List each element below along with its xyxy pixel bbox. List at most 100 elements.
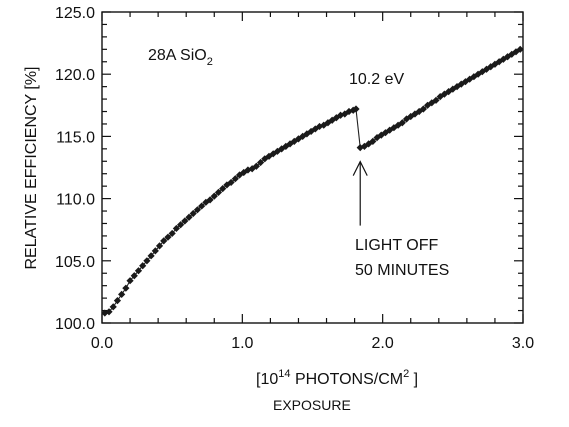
plot-frame — [101, 11, 524, 324]
x-tick-label: 0.0 — [91, 335, 113, 352]
data-point — [214, 188, 223, 196]
y-tick-label: 115.0 — [56, 129, 95, 146]
x-axis-label-suffix: ] — [409, 371, 418, 388]
data-point — [227, 178, 235, 187]
data-point — [432, 96, 440, 104]
data-point — [155, 242, 164, 250]
data-point — [109, 303, 117, 311]
data-point — [172, 224, 180, 233]
data-point — [181, 217, 189, 225]
y-tick-label: 100.0 — [55, 316, 95, 333]
data-point — [290, 137, 298, 145]
data-point — [365, 140, 373, 148]
data-point — [352, 105, 360, 113]
data-point — [256, 158, 265, 167]
y-tick-label: 125.0 — [55, 5, 95, 22]
data-point — [101, 309, 109, 317]
data-point — [503, 53, 512, 61]
data-point — [168, 229, 176, 238]
data-point — [130, 272, 138, 280]
data-point — [307, 127, 315, 136]
data-point — [252, 162, 260, 170]
sample-label-main: 28A SiO — [148, 47, 207, 64]
data-point — [419, 105, 427, 113]
data-point — [193, 206, 202, 214]
data-point — [219, 185, 227, 193]
data-point — [176, 221, 185, 229]
data-point — [457, 80, 465, 88]
data-point — [134, 267, 143, 275]
x-tick-label: 1.0 — [231, 335, 253, 352]
data-point — [470, 73, 478, 81]
data-point — [445, 88, 453, 96]
y-tick-label: 110.0 — [56, 192, 95, 209]
data-point — [386, 126, 394, 134]
data-point — [143, 257, 151, 265]
light-off-label: LIGHT OFF — [355, 237, 438, 254]
data-point — [160, 237, 168, 245]
y-tick-label: 120.0 — [55, 67, 95, 84]
data-point — [189, 209, 197, 218]
data-point — [436, 92, 444, 101]
data-point — [265, 152, 273, 160]
data-point — [311, 125, 319, 133]
data-point — [320, 121, 328, 129]
data-point — [113, 297, 122, 305]
data-point — [345, 107, 353, 116]
x-axis-label-units: PHOTONS/CM — [291, 371, 404, 388]
data-point — [231, 175, 239, 183]
y-tick-label: 105.0 — [55, 254, 95, 271]
light-off-duration-label: 50 MINUTES — [355, 262, 449, 279]
data-point — [273, 147, 282, 155]
data-point — [349, 106, 357, 114]
data-point — [210, 192, 218, 200]
data-point — [332, 114, 340, 122]
data-point — [491, 60, 499, 68]
data-point — [411, 110, 419, 118]
x-axis-label-exponent: 14 — [278, 368, 290, 380]
data-point — [198, 202, 206, 210]
data-point — [390, 124, 398, 132]
data-point — [118, 290, 126, 298]
light-off-arrow — [352, 160, 368, 226]
data-point — [369, 137, 377, 145]
x-axis-label-prefix: [10 — [256, 371, 278, 388]
data-point — [185, 213, 193, 221]
x-axis-label-units-exponent: 2 — [403, 368, 409, 380]
data-point — [286, 140, 294, 148]
data-point — [516, 45, 524, 53]
sample-label: 28A SiO2 — [148, 47, 213, 68]
arrow-head — [352, 160, 368, 176]
data-point — [508, 50, 516, 58]
data-layer — [101, 45, 524, 317]
x-axis-label: [1014 PHOTONS/CM2 ] — [256, 368, 418, 388]
data-point — [398, 119, 406, 127]
data-point — [126, 277, 134, 285]
data-point — [423, 101, 432, 109]
data-point — [139, 262, 147, 270]
data-point — [206, 196, 214, 204]
x-axis-label-exposure: EXPOSURE — [273, 397, 351, 413]
data-point — [377, 131, 385, 139]
x-tick-label: 3.0 — [512, 335, 534, 352]
data-point — [105, 308, 113, 316]
data-point — [122, 284, 130, 292]
data-point — [147, 252, 155, 260]
data-point — [495, 58, 503, 66]
data-point — [151, 247, 159, 255]
data-point — [261, 155, 269, 163]
x-tick-label: 2.0 — [372, 335, 394, 352]
axis-ticks — [101, 11, 524, 324]
y-axis-label: RELATIVE EFFICIENCY [%] — [23, 66, 40, 269]
energy-label: 10.2 eV — [349, 71, 404, 88]
data-point — [164, 233, 172, 241]
data-point — [461, 78, 470, 86]
sample-label-subscript: 2 — [207, 56, 213, 68]
tick-labels: 0.0 1.0 2.0 3.0 100.0 105.0 110.0 115.0 120.0 125… — [55, 5, 534, 352]
data-point — [299, 132, 307, 140]
data-point — [336, 111, 345, 119]
data-point — [482, 65, 491, 73]
data-point — [474, 70, 482, 78]
data-point — [415, 107, 423, 116]
